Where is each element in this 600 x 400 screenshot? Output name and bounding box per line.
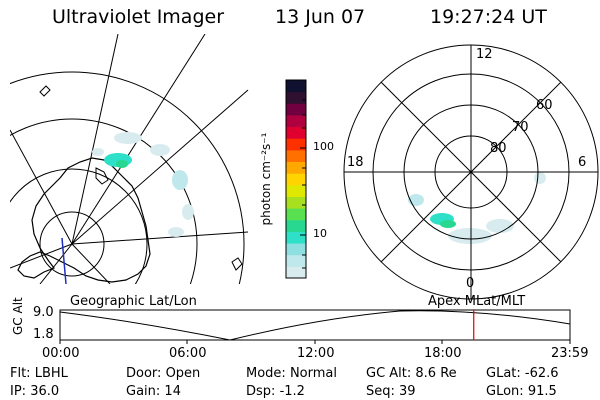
lat-circle — [10, 71, 245, 284]
altitude-xtick: 18:00 — [424, 346, 462, 361]
aurora-emission-polar — [408, 172, 546, 244]
colorbar-cell — [286, 161, 306, 174]
time-label: 19:27:24 UT — [430, 6, 547, 28]
lat-circle — [10, 118, 198, 284]
colorbar-tick-10: 10 — [313, 227, 327, 240]
terminator-line — [61, 237, 67, 284]
colorbar — [286, 80, 306, 279]
altitude-ylabel: GC Alt — [11, 297, 25, 335]
colorbar-cell — [286, 149, 306, 163]
colorbar-cell — [286, 266, 306, 279]
lat-label-60: 60 — [536, 98, 553, 113]
polar-map-caption: Apex MLat/MLT — [428, 294, 526, 309]
colorbar-cell — [286, 103, 306, 116]
colorbar-cell — [286, 243, 306, 256]
altitude-ytick-max: 9.0 — [33, 305, 54, 320]
colorbar-cell — [286, 138, 306, 151]
status-glat: GLat: -62.6 — [486, 366, 559, 381]
mlt-label-0: 0 — [466, 276, 475, 291]
coastline — [39, 85, 51, 97]
colorbar-ticks — [300, 99, 306, 269]
lat-label-70: 70 — [512, 120, 529, 135]
altitude-xtick: 23:59 — [551, 346, 589, 361]
coastline — [17, 157, 151, 283]
mlt-label-18: 18 — [347, 155, 364, 170]
status-mode: Mode: Normal — [246, 366, 337, 381]
altitude-curve — [59, 310, 571, 341]
colorbar-cell — [286, 254, 306, 267]
lat-circle — [39, 211, 105, 277]
meridian-line — [71, 243, 111, 284]
meridian-line — [10, 129, 73, 245]
date-label: 13 Jun 07 — [275, 6, 366, 28]
geo-map-caption: Geographic Lat/Lon — [70, 294, 197, 309]
colorbar-tick-100: 100 — [313, 140, 334, 153]
status-glon: GLon: 91.5 — [486, 384, 557, 399]
altitude-xtick: 06:00 — [169, 346, 207, 361]
colorbar-cell — [286, 231, 306, 244]
instrument-title: Ultraviolet Imager — [52, 6, 225, 28]
colorbar-cell — [286, 126, 306, 139]
status-ip: IP: 36.0 — [10, 384, 60, 399]
meridian-line — [71, 89, 249, 245]
coastline — [95, 167, 109, 185]
status-dsp: Dsp: -1.2 — [246, 384, 305, 399]
status-gc-alt: GC Alt: 8.6 Re — [366, 366, 457, 381]
altitude-xtick: 12:00 — [297, 346, 335, 361]
mlt-label-12: 12 — [476, 47, 493, 62]
meridian-line — [71, 34, 119, 245]
lat-circle — [10, 168, 148, 284]
colorbar-cell — [286, 114, 306, 128]
aurora-emission — [92, 132, 194, 237]
status-gain: Gain: 14 — [126, 384, 181, 399]
mlt-label-6: 6 — [578, 155, 587, 170]
lat-label-80: 80 — [490, 141, 507, 156]
colorbar-cell — [286, 80, 306, 93]
status-flt: Flt: LBHL — [10, 366, 68, 381]
colorbar-cell — [286, 219, 306, 232]
meridian-line — [39, 243, 73, 284]
meridian-line — [71, 231, 249, 245]
altitude-xticks — [59, 340, 571, 344]
altitude-xtick: 00:00 — [42, 346, 80, 361]
status-seq: Seq: 39 — [366, 384, 416, 399]
colorbar-cell — [286, 173, 306, 186]
coastline — [231, 257, 243, 271]
colorbar-cell — [286, 196, 306, 209]
colorbar-cell — [286, 184, 306, 197]
status-door: Door: Open — [126, 366, 201, 381]
colorbar-unit-label: photon cm⁻²s⁻¹ — [259, 132, 273, 226]
colorbar-cell — [286, 208, 306, 221]
altitude-ytick-min: 1.8 — [33, 327, 54, 342]
colorbar-frame — [285, 79, 307, 279]
mlt-axis-diagonal — [380, 81, 562, 263]
colorbar-cell — [286, 91, 306, 104]
polar-map — [343, 44, 599, 300]
